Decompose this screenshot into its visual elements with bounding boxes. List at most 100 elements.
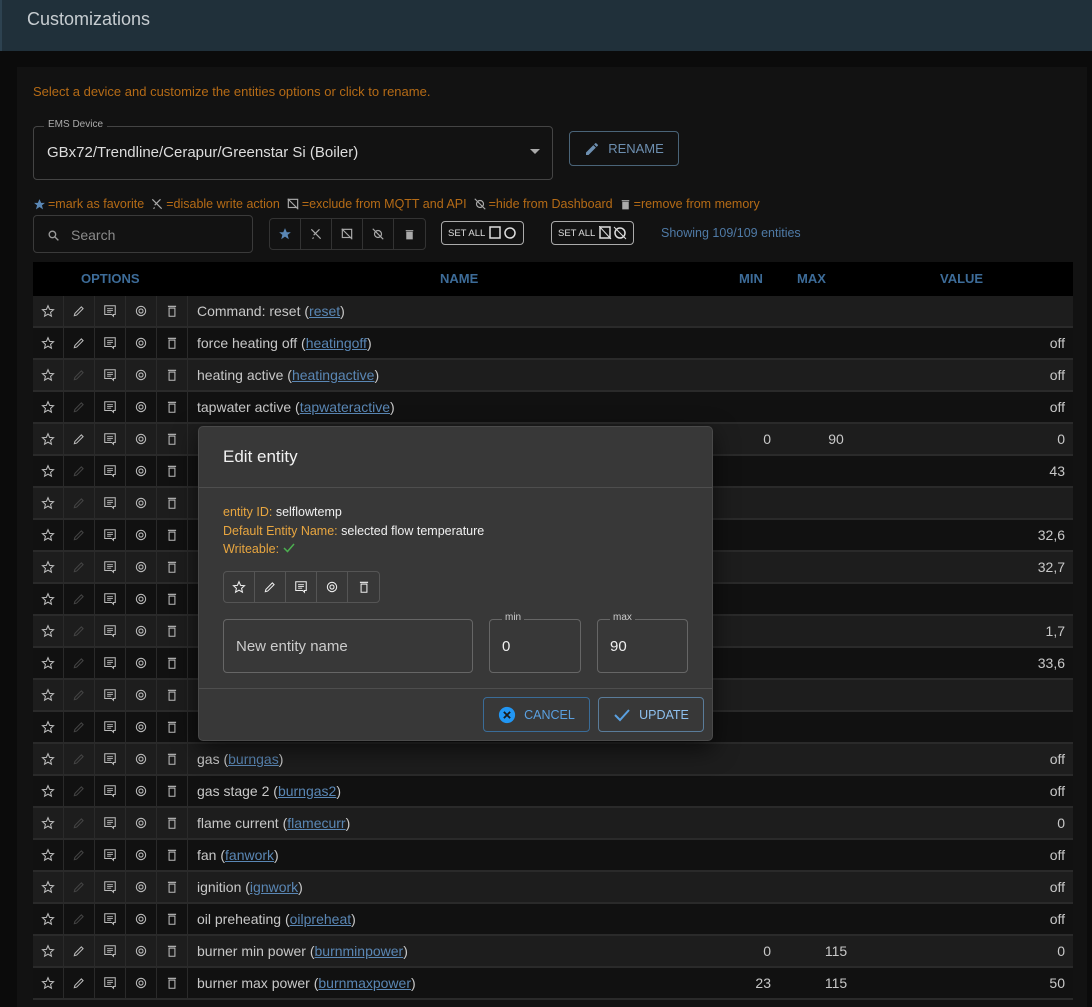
dialog-favorite-toggle[interactable] bbox=[224, 572, 255, 602]
row-readonly-toggle[interactable] bbox=[64, 328, 95, 358]
row-remove-toggle[interactable] bbox=[157, 872, 188, 902]
table-row[interactable]: force heating off (heatingoff) off bbox=[33, 328, 1073, 360]
row-readonly-toggle[interactable] bbox=[64, 360, 95, 390]
row-hide-toggle[interactable] bbox=[126, 936, 157, 966]
entity-id-link[interactable]: oilpreheat bbox=[289, 911, 352, 927]
set-all-hidden-button[interactable]: SET ALL bbox=[551, 221, 635, 245]
filter-exclude-toggle[interactable] bbox=[332, 219, 363, 249]
table-row[interactable]: tapwater active (tapwateractive) off bbox=[33, 392, 1073, 424]
entity-name-input[interactable]: New entity name bbox=[223, 619, 473, 673]
entity-id-link[interactable]: flamecurr bbox=[287, 815, 346, 831]
row-exclude-toggle[interactable] bbox=[95, 328, 126, 358]
row-hide-toggle[interactable] bbox=[126, 648, 157, 678]
cancel-button[interactable]: CANCEL bbox=[483, 697, 590, 732]
row-readonly-toggle[interactable] bbox=[64, 584, 95, 614]
update-button[interactable]: UPDATE bbox=[598, 697, 704, 732]
row-exclude-toggle[interactable] bbox=[95, 840, 126, 870]
dialog-remove-toggle[interactable] bbox=[348, 572, 379, 602]
table-row[interactable]: Command: reset (reset) bbox=[33, 296, 1073, 328]
entity-name[interactable]: flame current (flamecurr) bbox=[197, 815, 351, 831]
entity-id-link[interactable]: burngas bbox=[228, 751, 279, 767]
row-hide-toggle[interactable] bbox=[126, 456, 157, 486]
row-exclude-toggle[interactable] bbox=[95, 424, 126, 454]
row-exclude-toggle[interactable] bbox=[95, 520, 126, 550]
row-favorite-toggle[interactable] bbox=[33, 616, 64, 646]
set-all-visible-button[interactable]: SET ALL bbox=[441, 221, 525, 245]
row-remove-toggle[interactable] bbox=[157, 968, 188, 998]
max-input[interactable]: max 90 bbox=[597, 612, 688, 673]
filter-readonly-toggle[interactable] bbox=[301, 219, 332, 249]
row-exclude-toggle[interactable] bbox=[95, 968, 126, 998]
row-hide-toggle[interactable] bbox=[126, 808, 157, 838]
entity-name[interactable]: gas (burngas) bbox=[197, 751, 284, 767]
entity-name[interactable]: tapwater active (tapwateractive) bbox=[197, 399, 395, 415]
row-favorite-toggle[interactable] bbox=[33, 680, 64, 710]
row-remove-toggle[interactable] bbox=[157, 552, 188, 582]
row-hide-toggle[interactable] bbox=[126, 328, 157, 358]
row-exclude-toggle[interactable] bbox=[95, 808, 126, 838]
row-readonly-toggle[interactable] bbox=[64, 648, 95, 678]
entity-name[interactable]: force heating off (heatingoff) bbox=[197, 335, 372, 351]
entity-name[interactable]: fan (fanwork) bbox=[197, 847, 279, 863]
table-row[interactable]: heating active (heatingactive) off bbox=[33, 360, 1073, 392]
row-remove-toggle[interactable] bbox=[157, 712, 188, 742]
row-hide-toggle[interactable] bbox=[126, 296, 157, 326]
row-hide-toggle[interactable] bbox=[126, 680, 157, 710]
filter-remove-toggle[interactable] bbox=[394, 219, 425, 249]
row-remove-toggle[interactable] bbox=[157, 584, 188, 614]
row-exclude-toggle[interactable] bbox=[95, 648, 126, 678]
filter-favorite-toggle[interactable] bbox=[270, 219, 301, 249]
row-readonly-toggle[interactable] bbox=[64, 616, 95, 646]
row-hide-toggle[interactable] bbox=[126, 424, 157, 454]
row-favorite-toggle[interactable] bbox=[33, 968, 64, 998]
row-remove-toggle[interactable] bbox=[157, 776, 188, 806]
row-remove-toggle[interactable] bbox=[157, 744, 188, 774]
row-exclude-toggle[interactable] bbox=[95, 296, 126, 326]
row-remove-toggle[interactable] bbox=[157, 488, 188, 518]
row-readonly-toggle[interactable] bbox=[64, 296, 95, 326]
search-input[interactable]: Search bbox=[33, 215, 253, 253]
row-readonly-toggle[interactable] bbox=[64, 776, 95, 806]
entity-id-link[interactable]: burngas2 bbox=[277, 783, 337, 799]
row-exclude-toggle[interactable] bbox=[95, 936, 126, 966]
entity-id-link[interactable]: tapwateractive bbox=[299, 399, 390, 415]
row-favorite-toggle[interactable] bbox=[33, 712, 64, 742]
row-hide-toggle[interactable] bbox=[126, 712, 157, 742]
row-exclude-toggle[interactable] bbox=[95, 872, 126, 902]
row-remove-toggle[interactable] bbox=[157, 328, 188, 358]
row-favorite-toggle[interactable] bbox=[33, 360, 64, 390]
table-row[interactable]: oil preheating (oilpreheat) off bbox=[33, 904, 1073, 936]
row-exclude-toggle[interactable] bbox=[95, 552, 126, 582]
row-remove-toggle[interactable] bbox=[157, 616, 188, 646]
row-hide-toggle[interactable] bbox=[126, 744, 157, 774]
row-favorite-toggle[interactable] bbox=[33, 488, 64, 518]
col-max[interactable]: MAX bbox=[797, 271, 826, 286]
row-readonly-toggle[interactable] bbox=[64, 936, 95, 966]
row-hide-toggle[interactable] bbox=[126, 584, 157, 614]
row-favorite-toggle[interactable] bbox=[33, 776, 64, 806]
ems-device-select[interactable]: EMS Device GBx72/Trendline/Cerapur/Green… bbox=[33, 119, 553, 180]
dialog-exclude-toggle[interactable] bbox=[286, 572, 317, 602]
row-favorite-toggle[interactable] bbox=[33, 392, 64, 422]
row-favorite-toggle[interactable] bbox=[33, 872, 64, 902]
table-row[interactable]: gas stage 2 (burngas2) off bbox=[33, 776, 1073, 808]
col-value[interactable]: VALUE bbox=[940, 271, 984, 286]
table-row[interactable]: ignition (ignwork) off bbox=[33, 872, 1073, 904]
row-hide-toggle[interactable] bbox=[126, 776, 157, 806]
col-options[interactable]: OPTIONS bbox=[81, 271, 140, 286]
row-exclude-toggle[interactable] bbox=[95, 776, 126, 806]
row-exclude-toggle[interactable] bbox=[95, 904, 126, 934]
row-remove-toggle[interactable] bbox=[157, 392, 188, 422]
row-exclude-toggle[interactable] bbox=[95, 488, 126, 518]
col-min[interactable]: MIN bbox=[739, 271, 763, 286]
dialog-readonly-toggle[interactable] bbox=[255, 572, 286, 602]
row-readonly-toggle[interactable] bbox=[64, 456, 95, 486]
row-exclude-toggle[interactable] bbox=[95, 360, 126, 390]
row-readonly-toggle[interactable] bbox=[64, 424, 95, 454]
entity-id-link[interactable]: burnminpower bbox=[314, 943, 404, 959]
row-favorite-toggle[interactable] bbox=[33, 840, 64, 870]
row-remove-toggle[interactable] bbox=[157, 680, 188, 710]
entity-id-link[interactable]: burnmaxpower bbox=[318, 975, 411, 991]
row-readonly-toggle[interactable] bbox=[64, 392, 95, 422]
row-readonly-toggle[interactable] bbox=[64, 488, 95, 518]
